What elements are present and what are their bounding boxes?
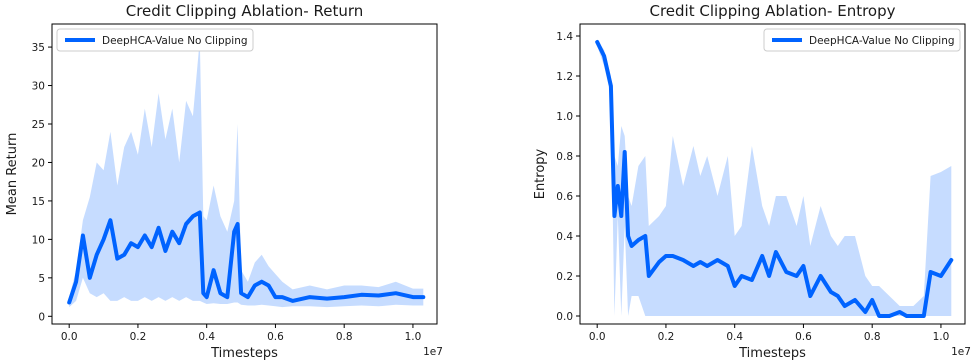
- return-chart-legend-frame: [56, 28, 254, 52]
- return-chart-title: Credit Clipping Ablation- Return: [126, 2, 364, 20]
- return-chart-xtick-label: 0.8: [336, 331, 353, 343]
- entropy-chart-legend-frame: [763, 28, 961, 52]
- entropy-chart-xtick-label: 0.8: [864, 331, 881, 343]
- return-chart-series-line: [67, 210, 426, 305]
- return-chart-ytick-label: 10: [32, 234, 45, 246]
- entropy-chart-xtick-label: 0.6: [795, 331, 812, 343]
- return-chart-ytick-label: 25: [32, 119, 45, 131]
- entropy-chart-xlabel: Timesteps: [738, 346, 806, 361]
- return-chart-xlabel: Timesteps: [210, 346, 278, 361]
- entropy-chart-ytick-label: 0.4: [556, 231, 573, 243]
- return-chart-ytick-label: 5: [38, 273, 45, 285]
- entropy-chart-panel: Credit Clipping Ablation- Entropy Timest…: [533, 2, 971, 361]
- entropy-chart-xtick-label: 0.2: [658, 331, 675, 343]
- entropy-chart-x-offset-text: 1e7: [951, 346, 971, 358]
- return-chart-xtick-label: 0.6: [267, 331, 284, 343]
- return-chart-xtick-label: 1.0: [405, 331, 422, 343]
- entropy-chart-ytick-label: 0.0: [556, 311, 573, 323]
- return-chart-axes-frame: [51, 23, 438, 325]
- return-chart-xtick-label: 0.0: [61, 331, 78, 343]
- entropy-chart-ytick-label: 0.8: [556, 151, 573, 163]
- entropy-chart-xtick-label: 0.0: [589, 331, 606, 343]
- return-chart-panel: Credit Clipping Ablation- Return Timeste…: [5, 2, 443, 361]
- return-chart-legend: DeepHCA-Value No Clipping: [56, 28, 254, 52]
- entropy-chart-xtick-label: 0.4: [726, 331, 743, 343]
- entropy-chart-ylabel: Entropy: [533, 148, 548, 199]
- return-chart-ytick-label: 15: [32, 196, 45, 208]
- entropy-chart-legend: DeepHCA-Value No Clipping: [763, 28, 961, 52]
- entropy-chart-axes-frame: [579, 23, 966, 325]
- return-chart-xtick-label: 0.4: [198, 331, 215, 343]
- return-chart-ytick-label: 30: [32, 81, 45, 93]
- return-chart-ytick-label: 20: [32, 157, 45, 169]
- entropy-chart-confidence-band: [597, 40, 952, 316]
- return-chart-x-offset-text: 1e7: [423, 346, 443, 358]
- return-chart-ylabel: Mean Return: [5, 133, 20, 216]
- return-chart-ytick-label: 35: [32, 42, 45, 54]
- return-chart-xtick-label: 0.2: [130, 331, 147, 343]
- entropy-chart-legend-label: DeepHCA-Value No Clipping: [809, 35, 955, 47]
- entropy-chart-ytick-label: 1.4: [556, 31, 573, 43]
- entropy-chart-xtick-label: 1.0: [933, 331, 950, 343]
- entropy-chart-ytick-label: 0.6: [556, 191, 573, 203]
- return-chart-ytick-label: 0: [38, 311, 45, 323]
- entropy-chart-series-line: [595, 40, 954, 318]
- entropy-chart-title: Credit Clipping Ablation- Entropy: [649, 2, 895, 20]
- return-chart-confidence-band: [69, 39, 424, 308]
- return-chart-legend-label: DeepHCA-Value No Clipping: [102, 35, 248, 47]
- entropy-chart-ytick-label: 1.0: [556, 111, 573, 123]
- entropy-chart-ytick-label: 1.2: [556, 71, 573, 83]
- entropy-chart-ytick-label: 0.2: [556, 271, 573, 283]
